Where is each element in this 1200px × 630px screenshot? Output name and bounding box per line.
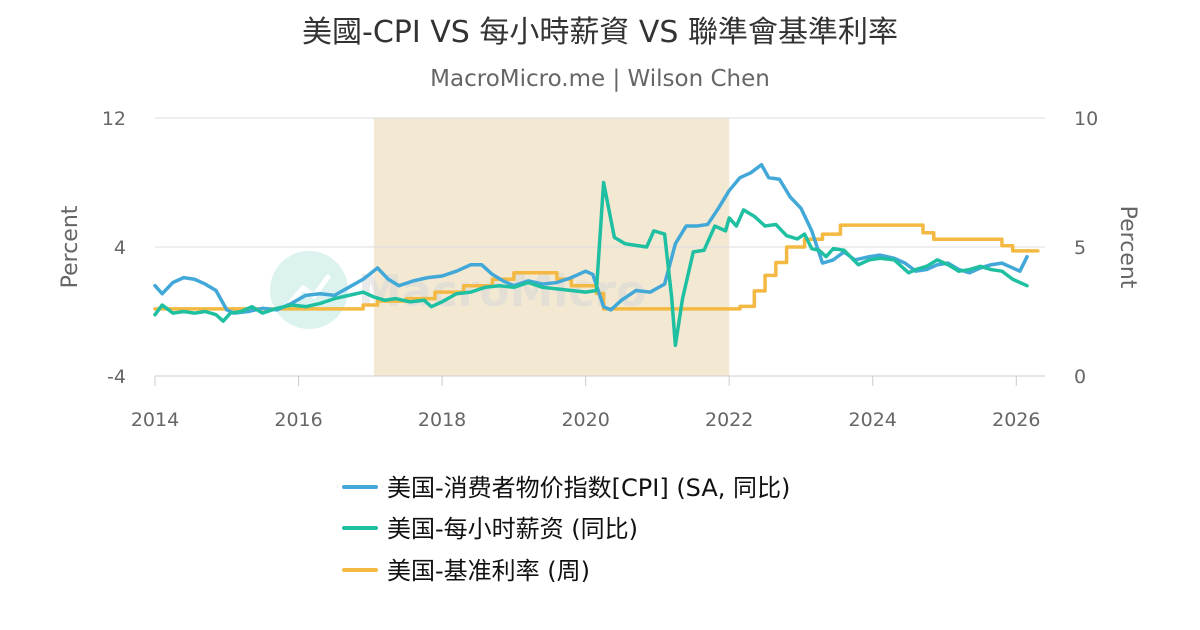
chart-subtitle: MacroMicro.me | Wilson Chen — [430, 66, 770, 92]
legend-label: 美国-消费者物价指数[CPI] (SA, 同比) — [387, 474, 790, 502]
y-left-tick-label: 4 — [114, 237, 126, 259]
chart-title: 美國-CPI VS 每小時薪資 VS 聯準會基準利率 — [302, 15, 898, 50]
legend-label: 美国-基准利率 (周) — [387, 557, 590, 585]
x-tick-label: 2014 — [131, 409, 179, 431]
x-tick-label: 2024 — [849, 409, 897, 431]
x-tick-label: 2026 — [992, 409, 1040, 431]
y-left-tick-label: -4 — [107, 366, 126, 388]
y-right-tick-label: 5 — [1074, 237, 1086, 259]
y-right-tick-label: 10 — [1074, 108, 1098, 130]
y-left-tick-label: 12 — [102, 108, 126, 130]
plot-area: 12 4 -4 10 5 0 2014 2016 2018 2020 2022 2024 2026 Per… — [58, 108, 1140, 431]
legend: 美国-消费者物价指数[CPI] (SA, 同比) 美国-每小时薪资 (同比) 美国-… — [342, 474, 790, 585]
series-line-wages — [153, 180, 1029, 348]
series-line-rate — [153, 223, 1040, 311]
legend-label: 美国-每小时薪资 (同比) — [387, 515, 638, 543]
x-tick-label: 2018 — [418, 409, 466, 431]
x-tick-label: 2016 — [274, 409, 322, 431]
watermark-chart-icon — [287, 274, 331, 306]
y-right-tick-label: 0 — [1074, 366, 1086, 388]
y-left-axis-title: Percent — [58, 205, 83, 288]
x-tick-label: 2022 — [705, 409, 753, 431]
y-right-axis-title: Percent — [1115, 206, 1140, 289]
x-tick-label: 2020 — [561, 409, 609, 431]
series-line-cpi — [153, 163, 1029, 315]
